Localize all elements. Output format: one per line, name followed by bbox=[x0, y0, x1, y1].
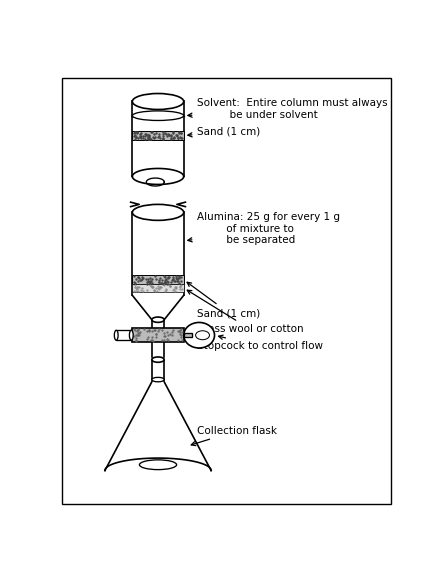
Text: Stopcock to control flow: Stopcock to control flow bbox=[198, 335, 324, 351]
Text: Alumina: 25 g for every 1 g
         of mixture to
         be separated: Alumina: 25 g for every 1 g of mixture t… bbox=[188, 212, 340, 245]
Ellipse shape bbox=[132, 93, 184, 109]
Ellipse shape bbox=[114, 330, 118, 340]
Bar bbox=[132, 284, 184, 292]
Text: Glass wool or cotton: Glass wool or cotton bbox=[187, 290, 304, 335]
Ellipse shape bbox=[132, 111, 184, 120]
Ellipse shape bbox=[152, 317, 164, 323]
Bar bbox=[132, 275, 184, 284]
Bar bbox=[184, 333, 192, 338]
Text: Solvent:  Entire column must always
          be under solvent: Solvent: Entire column must always be un… bbox=[188, 98, 388, 120]
Text: Collection flask: Collection flask bbox=[191, 426, 278, 446]
FancyBboxPatch shape bbox=[62, 78, 391, 504]
Text: Sand (1 cm): Sand (1 cm) bbox=[187, 282, 261, 318]
Ellipse shape bbox=[152, 377, 164, 382]
Ellipse shape bbox=[184, 323, 214, 348]
Ellipse shape bbox=[130, 330, 133, 340]
Bar bbox=[132, 131, 184, 140]
Ellipse shape bbox=[152, 357, 164, 362]
Bar bbox=[132, 328, 184, 342]
Text: Sand (1 cm): Sand (1 cm) bbox=[188, 126, 261, 137]
Bar bbox=[116, 330, 131, 340]
Ellipse shape bbox=[132, 204, 184, 221]
